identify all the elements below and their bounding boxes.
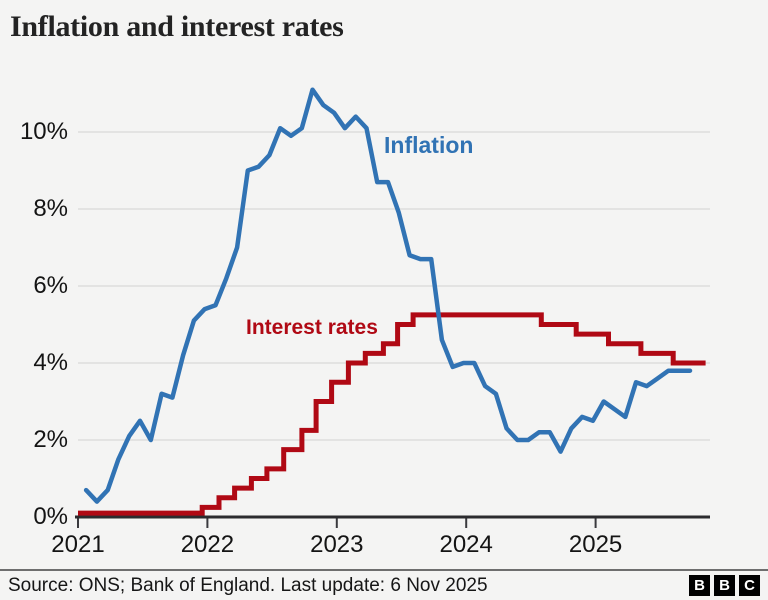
- bbc-logo-block: C: [739, 575, 760, 596]
- source-text: Source: ONS; Bank of England. Last updat…: [8, 574, 488, 596]
- interest-rates-line: [78, 312, 706, 516]
- x-axis-label: 2021: [51, 531, 105, 558]
- interest-rates-series-label: Interest rates: [246, 316, 378, 339]
- bbc-logo: B B C: [689, 575, 760, 596]
- page-title: Inflation and interest rates: [10, 10, 344, 43]
- inflation-line: [83, 87, 693, 504]
- y-axis-label: 0%: [33, 503, 68, 530]
- y-axis-label: 8%: [33, 195, 68, 222]
- x-axis-label: 2025: [568, 531, 623, 558]
- inflation-series-label: Inflation: [384, 132, 474, 158]
- y-axis-label: 6%: [33, 272, 68, 299]
- x-axis-label: 2023: [310, 531, 364, 558]
- footer: Source: ONS; Bank of England. Last updat…: [0, 569, 768, 600]
- bbc-logo-block: B: [714, 575, 735, 596]
- y-axis-label: 10%: [19, 118, 68, 145]
- bbc-logo-block: B: [689, 575, 710, 596]
- x-axis-label: 2024: [439, 531, 493, 558]
- y-axis-label: 2%: [33, 426, 68, 453]
- y-axis-label: 4%: [33, 349, 68, 376]
- line-chart: [75, 87, 710, 528]
- x-axis-label: 2022: [180, 531, 235, 558]
